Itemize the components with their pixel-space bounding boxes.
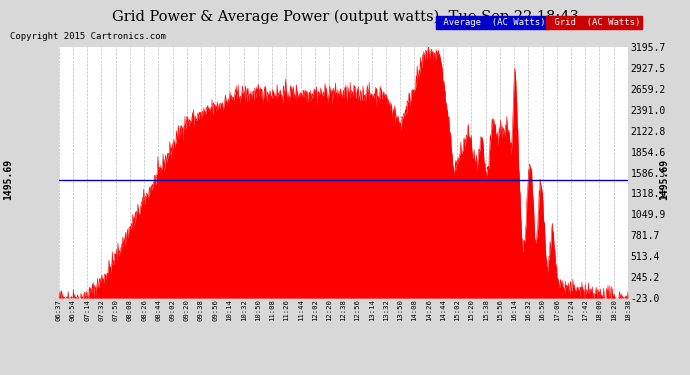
Text: Average  (AC Watts): Average (AC Watts): [438, 18, 546, 27]
Text: Grid  (AC Watts): Grid (AC Watts): [549, 18, 640, 27]
Text: Copyright 2015 Cartronics.com: Copyright 2015 Cartronics.com: [10, 32, 166, 41]
Text: 1495.69: 1495.69: [659, 159, 669, 200]
Text: 1495.69: 1495.69: [3, 159, 13, 200]
Text: Grid Power & Average Power (output watts)  Tue Sep 22 18:43: Grid Power & Average Power (output watts…: [112, 9, 578, 24]
